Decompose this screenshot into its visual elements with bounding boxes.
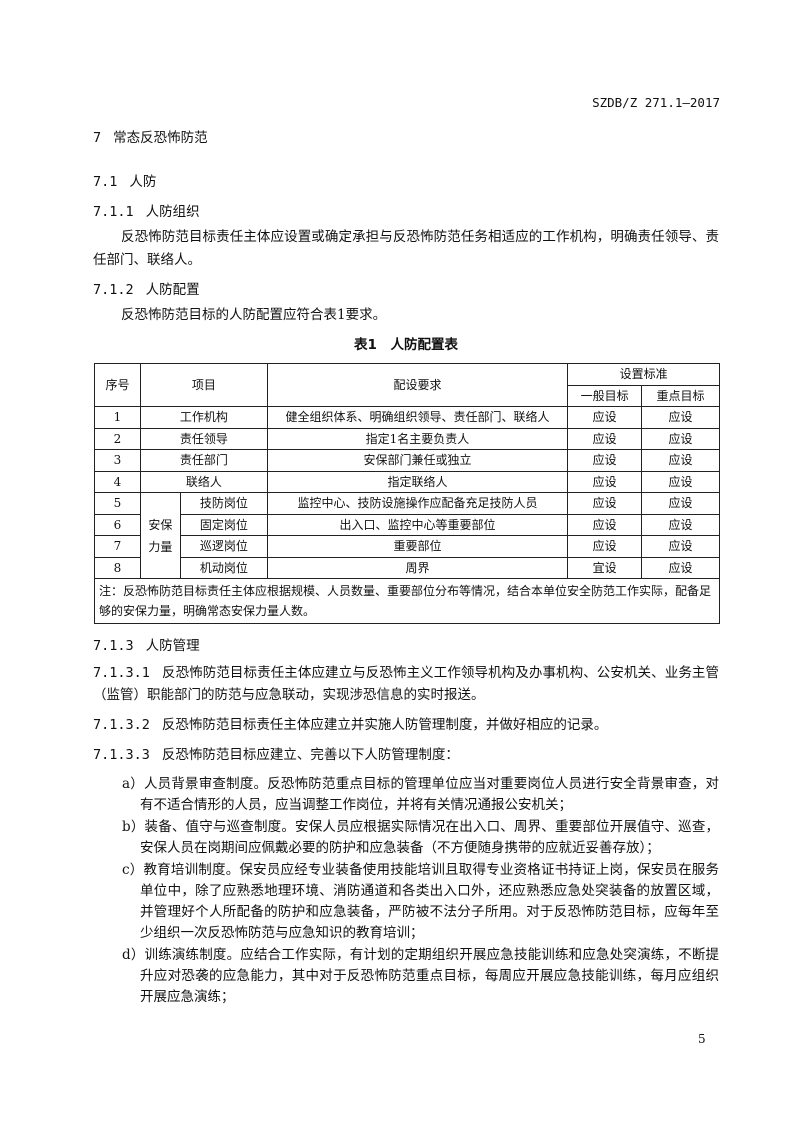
section-7-1-3-heading: 7.1.3 人防管理: [93, 638, 200, 654]
section-7-heading: 7 常态反恐怖防范: [93, 130, 208, 146]
section-7-1-1-heading: 7.1.1 人防组织: [93, 204, 200, 220]
list-item-b: b）装备、值守与巡查制度。安保人员应根据实际情况在出入口、周界、重要部位开展值守…: [122, 819, 719, 856]
document-code: SZDB/Z 271.1—2017: [592, 95, 720, 110]
section-7-1-heading: 7.1 人防: [93, 174, 157, 190]
cell-item: 责任部门: [139, 449, 268, 472]
cell-item: 技防岗位: [179, 492, 268, 515]
cell-general: 宜设: [567, 556, 643, 579]
page-number: 5: [698, 1032, 706, 1046]
cell-key: 应设: [641, 427, 720, 450]
page-body: 7 常态反恐怖防范 7.1 人防 7.1.1 人防组织 反恐怖防范目标责任主体应设置或…: [93, 128, 720, 1009]
section-7-1-2-paragraph: 反恐怖防范目标的人防配置应符合表1要求。: [121, 307, 387, 323]
header-standard: 设置标准: [567, 363, 720, 386]
cell-key: 应设: [641, 556, 720, 579]
cell-no: 5: [94, 492, 141, 515]
cell-key: 应设: [641, 406, 720, 429]
cell-general: 应设: [567, 427, 643, 450]
cell-no: 4: [94, 470, 141, 493]
clause-7-1-3-2: 7.1.3.2 反恐怖防范目标责任主体应建立并实施人防管理制度，并做好相应的记录。: [93, 717, 608, 733]
cell-key: 应设: [641, 449, 720, 472]
cell-item: 固定岗位: [179, 513, 268, 536]
clause-7-1-3-3: 7.1.3.3 反恐怖防范目标应建立、完善以下人防管理制度：: [93, 747, 459, 763]
table-row: 8 机动岗位 周界 宜设 应设: [94, 556, 720, 579]
cell-no: 3: [94, 449, 141, 472]
cell-key: 应设: [641, 535, 720, 558]
header-item: 项目: [139, 363, 268, 407]
cell-general: 应设: [567, 513, 643, 536]
cell-general: 应设: [567, 470, 643, 493]
section-7-1-1-paragraph: 反恐怖防范目标责任主体应设置或确定承担与反恐怖防范任务相适应的工作机构，明确责任…: [93, 229, 719, 268]
cell-requirement: 指定联络人: [266, 470, 569, 493]
table-row: 5 安保力量 技防岗位 监控中心、技防设施操作应配备充足技防人员 应设 应设: [94, 492, 720, 579]
table-note-row: 注：反恐怖防范目标责任主体应根据规模、人员数量、重要部位分布等情况，结合本单位安…: [94, 578, 720, 624]
cell-no: 1: [94, 406, 141, 429]
list-item-a: a）人员背景审查制度。反恐怖防范重点目标的管理单位应当对重要岗位人员进行安全背景…: [122, 776, 719, 813]
header-key-target: 重点目标: [641, 384, 720, 407]
cell-requirement: 安保部门兼任或独立: [266, 449, 569, 472]
header-no: 序号: [94, 363, 141, 407]
cell-no: 6: [94, 513, 141, 536]
table-row: 2 责任领导 指定1名主要负责人 应设 应设: [94, 427, 720, 450]
cell-requirement: 重要部位: [266, 535, 569, 558]
table-header-row: 序号 项目 配设要求 设置标准: [94, 363, 720, 407]
cell-general: 应设: [567, 449, 643, 472]
clause-7-1-3-1: 7.1.3.1 反恐怖防范目标责任主体应建立与反恐怖主义工作领导机构及办事机构、公…: [93, 665, 719, 703]
cell-no: 8: [94, 556, 141, 579]
cell-key: 应设: [641, 470, 720, 493]
table-row: 6 固定岗位 出入口、监控中心等重要部位 应设 应设: [94, 513, 720, 536]
staffing-table: 序号 项目 配设要求 设置标准 一般目标 重点目标 1 工作机构 健全组织体系、…: [94, 363, 720, 624]
cell-general: 应设: [567, 406, 643, 429]
section-7-1-2-heading: 7.1.2 人防配置: [93, 282, 200, 298]
cell-general: 应设: [567, 535, 643, 558]
header-general-target: 一般目标: [567, 384, 643, 407]
cell-requirement: 监控中心、技防设施操作应配备充足技防人员: [266, 492, 569, 515]
cell-general: 应设: [567, 492, 643, 515]
cell-key: 应设: [641, 492, 720, 515]
cell-group-security-force: 安保力量: [139, 492, 181, 579]
cell-requirement: 指定1名主要负责人: [266, 427, 569, 450]
cell-item: 责任领导: [139, 427, 268, 450]
cell-requirement: 健全组织体系、明确组织领导、责任部门、联络人: [266, 406, 569, 429]
cell-no: 7: [94, 535, 141, 558]
cell-item: 机动岗位: [179, 556, 268, 579]
cell-requirement: 出入口、监控中心等重要部位: [266, 513, 569, 536]
cell-item: 巡逻岗位: [179, 535, 268, 558]
list-item-c: c）教育培训制度。保安员应经专业装备使用技能培训且取得专业资格证书持证上岗，保安…: [122, 862, 719, 941]
cell-key: 应设: [641, 513, 720, 536]
table-note: 注：反恐怖防范目标责任主体应根据规模、人员数量、重要部位分布等情况，结合本单位安…: [94, 578, 720, 624]
table-row: 4 联络人 指定联络人 应设 应设: [94, 470, 720, 493]
table-row: 1 工作机构 健全组织体系、明确组织领导、责任部门、联络人 应设 应设: [94, 406, 720, 429]
list-item-d: d）训练演练制度。应结合工作实际，有计划的定期组织开展应急技能训练和应急处突演练…: [122, 947, 719, 1005]
cell-requirement: 周界: [266, 556, 569, 579]
header-requirement: 配设要求: [266, 363, 569, 407]
cell-no: 2: [94, 427, 141, 450]
table-caption: 表1 人防配置表: [354, 337, 458, 353]
table-row: 3 责任部门 安保部门兼任或独立 应设 应设: [94, 449, 720, 472]
cell-item: 联络人: [139, 470, 268, 493]
cell-item: 工作机构: [139, 406, 268, 429]
table-row: 7 巡逻岗位 重要部位 应设 应设: [94, 535, 720, 558]
